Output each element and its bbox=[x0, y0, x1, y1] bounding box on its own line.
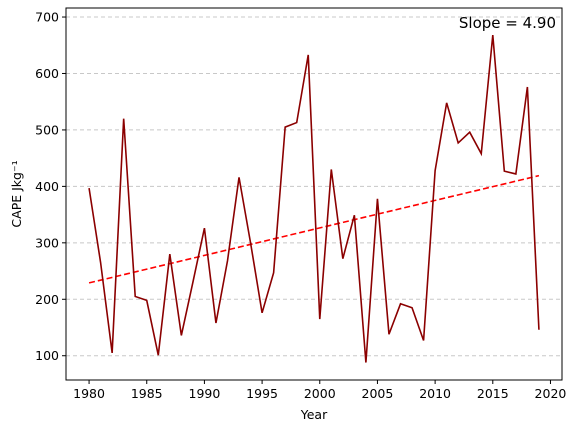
slope-annotation: Slope = 4.90 bbox=[459, 14, 556, 32]
y-tick-label: 300 bbox=[35, 235, 59, 250]
y-tick-label: 200 bbox=[35, 292, 59, 307]
x-axis: 1980 1985 1990 1995 2000 2005 2010 2015 2020 bbox=[73, 380, 566, 401]
trend-line-layer bbox=[88, 174, 540, 284]
x-tick-label: 1990 bbox=[189, 386, 221, 401]
x-tick-label: 2010 bbox=[419, 386, 451, 401]
y-tick-label: 100 bbox=[35, 348, 59, 363]
y-axis-title: CAPE Jkg⁻¹ bbox=[9, 160, 24, 227]
x-tick-label: 1985 bbox=[131, 386, 163, 401]
y-axis: 100 200 300 400 500 600 700 bbox=[35, 10, 66, 363]
y-tick-label: 700 bbox=[35, 10, 59, 25]
x-tick-label: 2020 bbox=[535, 386, 567, 401]
trend-line bbox=[88, 174, 540, 284]
x-tick-label: 2000 bbox=[304, 386, 336, 401]
y-tick-label: 400 bbox=[35, 179, 59, 194]
y-tick-label: 600 bbox=[35, 66, 59, 81]
x-tick-label: 1980 bbox=[73, 386, 105, 401]
cape-series-layer bbox=[88, 35, 540, 363]
x-tick-label: 1995 bbox=[246, 386, 278, 401]
cape-series-line bbox=[88, 35, 540, 363]
x-tick-label: 2005 bbox=[362, 386, 394, 401]
x-tick-label: 2015 bbox=[477, 386, 509, 401]
y-tick-label: 500 bbox=[35, 122, 59, 137]
x-axis-title: Year bbox=[300, 407, 328, 422]
plot-frame bbox=[65, 7, 563, 381]
